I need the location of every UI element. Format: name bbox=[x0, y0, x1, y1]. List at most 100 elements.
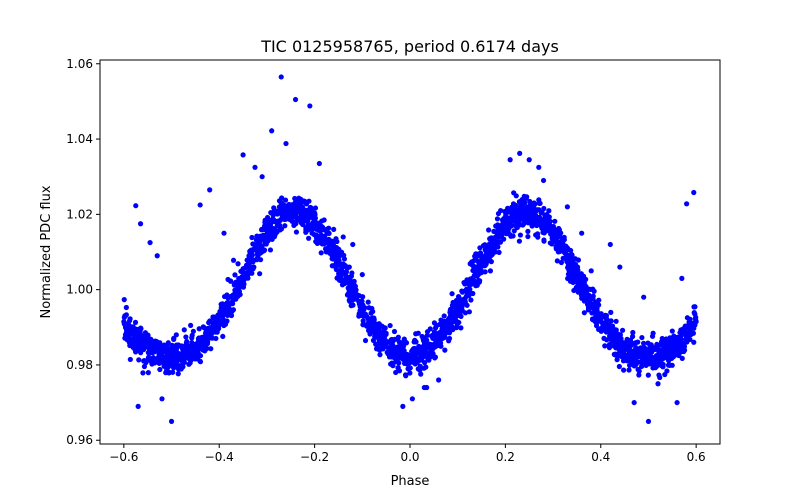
data-point bbox=[473, 251, 479, 257]
data-point bbox=[175, 371, 181, 377]
data-point bbox=[185, 355, 192, 361]
data-point bbox=[531, 200, 537, 206]
data-point bbox=[316, 160, 322, 167]
data-point bbox=[140, 342, 146, 348]
data-point bbox=[591, 288, 597, 294]
data-point bbox=[614, 357, 620, 363]
data-point bbox=[121, 319, 127, 325]
data-point bbox=[503, 210, 509, 216]
data-point bbox=[414, 356, 420, 362]
data-point bbox=[183, 334, 189, 340]
data-point bbox=[655, 353, 661, 359]
data-point bbox=[603, 312, 610, 319]
data-point bbox=[121, 297, 127, 303]
data-point bbox=[487, 268, 494, 274]
data-point bbox=[565, 275, 571, 282]
data-point bbox=[298, 199, 305, 205]
data-point bbox=[480, 243, 487, 249]
data-point bbox=[588, 301, 594, 307]
data-point bbox=[669, 328, 675, 334]
data-point bbox=[282, 223, 288, 229]
data-point bbox=[579, 230, 585, 236]
data-point bbox=[331, 226, 337, 233]
data-point bbox=[318, 250, 324, 256]
data-point bbox=[145, 370, 151, 376]
data-point bbox=[138, 326, 144, 332]
data-point bbox=[367, 331, 373, 337]
data-point bbox=[629, 333, 636, 340]
data-point bbox=[336, 272, 342, 278]
data-point bbox=[344, 292, 351, 298]
data-point bbox=[493, 234, 499, 240]
data-point bbox=[308, 224, 314, 230]
data-point bbox=[442, 347, 448, 353]
data-point bbox=[360, 322, 366, 328]
data-point bbox=[127, 342, 133, 349]
data-point bbox=[209, 326, 215, 332]
data-point bbox=[691, 339, 697, 345]
data-point bbox=[133, 203, 139, 209]
data-point bbox=[436, 377, 442, 383]
data-point bbox=[635, 366, 641, 373]
data-point bbox=[213, 324, 220, 331]
data-point bbox=[565, 271, 572, 277]
data-point bbox=[248, 251, 254, 257]
data-point bbox=[606, 345, 613, 351]
data-point bbox=[378, 330, 385, 336]
data-point bbox=[273, 219, 280, 225]
data-point bbox=[257, 271, 263, 277]
data-point bbox=[143, 338, 149, 344]
data-point bbox=[529, 220, 535, 226]
data-point bbox=[667, 335, 673, 341]
data-point bbox=[691, 189, 697, 196]
data-point bbox=[178, 366, 184, 372]
data-point bbox=[321, 241, 327, 247]
data-point bbox=[336, 277, 343, 283]
data-point bbox=[383, 340, 390, 346]
data-point bbox=[207, 332, 213, 338]
data-point bbox=[628, 354, 635, 360]
data-point bbox=[638, 363, 645, 370]
data-point bbox=[189, 335, 195, 341]
data-point bbox=[197, 342, 203, 348]
data-point bbox=[540, 219, 547, 225]
data-point bbox=[423, 349, 429, 356]
data-point bbox=[380, 346, 386, 352]
data-point bbox=[257, 257, 264, 263]
data-point bbox=[657, 374, 663, 381]
data-point bbox=[183, 340, 189, 346]
data-point bbox=[202, 348, 208, 354]
data-point bbox=[676, 349, 683, 355]
data-point bbox=[334, 258, 341, 264]
data-point bbox=[296, 195, 302, 201]
data-point bbox=[312, 221, 318, 227]
data-point bbox=[650, 365, 656, 371]
data-point bbox=[376, 323, 382, 329]
data-point bbox=[518, 204, 524, 210]
data-point bbox=[150, 355, 156, 361]
data-point bbox=[633, 340, 639, 346]
data-point bbox=[181, 327, 187, 333]
data-point bbox=[396, 360, 402, 366]
data-point bbox=[388, 361, 394, 367]
data-point bbox=[269, 128, 275, 134]
data-point bbox=[498, 207, 504, 214]
data-point bbox=[264, 224, 270, 230]
data-point bbox=[187, 360, 193, 366]
data-point bbox=[155, 358, 161, 365]
data-point bbox=[394, 344, 400, 351]
data-point bbox=[389, 340, 395, 346]
data-point bbox=[541, 237, 547, 243]
data-point bbox=[160, 344, 166, 350]
data-point bbox=[292, 195, 298, 202]
data-point bbox=[607, 241, 613, 248]
x-axis-ticks: −0.6 −0.4 −0.2 0.0 0.2 0.4 0.6 bbox=[109, 444, 706, 464]
data-point bbox=[575, 278, 581, 284]
data-point bbox=[409, 396, 415, 402]
data-point bbox=[475, 263, 482, 269]
data-point bbox=[286, 207, 292, 213]
data-point bbox=[478, 268, 484, 274]
x-tick-label: −0.6 bbox=[109, 450, 138, 464]
data-point bbox=[494, 216, 501, 222]
data-point bbox=[510, 233, 516, 239]
